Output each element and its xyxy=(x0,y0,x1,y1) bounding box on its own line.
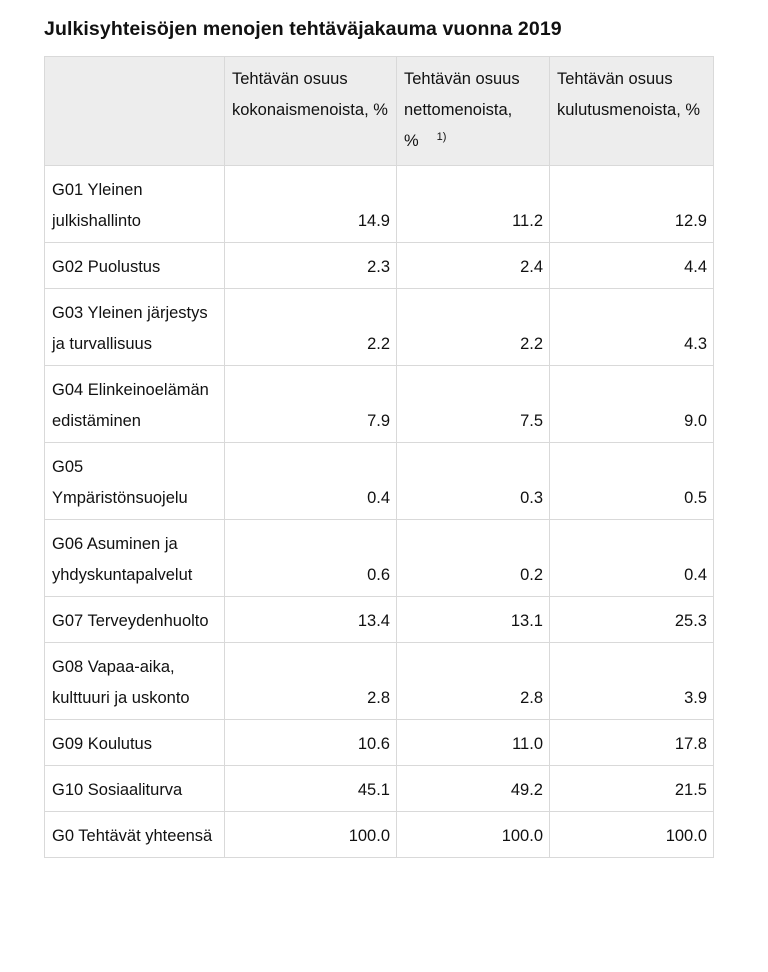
value-cell: 100.0 xyxy=(549,811,714,858)
table-row: G04 Elinkeinoelämän edistäminen 7.9 7.5 9.0 xyxy=(44,365,714,443)
value-cell: 2.8 xyxy=(396,642,550,720)
value-cell: 11.2 xyxy=(396,165,550,243)
value-cell: 11.0 xyxy=(396,719,550,766)
table-row: G0 Tehtävät yhteensä 100.0 100.0 100.0 xyxy=(44,811,714,858)
value-cell: 25.3 xyxy=(549,596,714,643)
value-cell: 7.5 xyxy=(396,365,550,443)
value-cell: 0.2 xyxy=(396,519,550,597)
value-cell: 2.2 xyxy=(396,288,550,366)
row-label: G10 Sosiaaliturva xyxy=(44,765,225,812)
expenditure-table: Tehtävän osuus kokonaismenoista, % Tehtä… xyxy=(44,56,714,858)
table-title: Julkisyhteisöjen menojen tehtäväjakauma … xyxy=(44,18,562,40)
header-label: Tehtävän osuus kokonaismenoista, % xyxy=(232,70,388,119)
value-cell: 0.3 xyxy=(396,442,550,520)
table-row: G07 Terveydenhuolto 13.4 13.1 25.3 xyxy=(44,596,714,643)
row-label: G04 Elinkeinoelämän edistäminen xyxy=(44,365,225,443)
header-label: Tehtävän osuus kulutusmenoista, % xyxy=(557,70,701,119)
value-cell: 100.0 xyxy=(224,811,397,858)
value-cell: 0.4 xyxy=(549,519,714,597)
row-label: G03 Yleinen järjestys ja turvallisuus xyxy=(44,288,225,366)
header-cell-empty xyxy=(44,56,225,166)
value-cell: 7.9 xyxy=(224,365,397,443)
value-cell: 2.4 xyxy=(396,242,550,289)
value-cell: 4.3 xyxy=(549,288,714,366)
row-label: G07 Terveydenhuolto xyxy=(44,596,225,643)
value-cell: 21.5 xyxy=(549,765,714,812)
table-row: G08 Vapaa-aika, kulttuuri ja uskonto 2.8 2… xyxy=(44,642,714,720)
value-cell: 2.3 xyxy=(224,242,397,289)
table-row: G02 Puolustus 2.3 2.4 4.4 xyxy=(44,242,714,289)
header-label: Tehtävän osuus nettomenoista, % xyxy=(404,70,520,150)
value-cell: 10.6 xyxy=(224,719,397,766)
value-cell: 13.1 xyxy=(396,596,550,643)
value-cell: 13.4 xyxy=(224,596,397,643)
header-row: Tehtävän osuus kokonaismenoista, % Tehtä… xyxy=(44,56,714,166)
table-row: G03 Yleinen järjestys ja turvallisuus 2.2… xyxy=(44,288,714,366)
value-cell: 100.0 xyxy=(396,811,550,858)
value-cell: 2.2 xyxy=(224,288,397,366)
value-cell: 49.2 xyxy=(396,765,550,812)
row-label: G09 Koulutus xyxy=(44,719,225,766)
value-cell: 3.9 xyxy=(549,642,714,720)
row-label: G01 Yleinen julkishallinto xyxy=(44,165,225,243)
table-row: G06 Asuminen ja yhdyskuntapalvelut 0.6 0.2… xyxy=(44,519,714,597)
table-row: G09 Koulutus 10.6 11.0 17.8 xyxy=(44,719,714,766)
value-cell: 9.0 xyxy=(549,365,714,443)
header-cell-consumption-expenditure: Tehtävän osuus kulutusmenoista, % xyxy=(549,56,714,166)
value-cell: 17.8 xyxy=(549,719,714,766)
value-cell: 0.4 xyxy=(224,442,397,520)
header-cell-total-expenditure: Tehtävän osuus kokonaismenoista, % xyxy=(224,56,397,166)
value-cell: 0.6 xyxy=(224,519,397,597)
table-body: G01 Yleinen julkishallinto 14.9 11.2 12.9 G0… xyxy=(44,165,714,858)
footnote-marker: 1) xyxy=(436,131,447,143)
value-cell: 45.1 xyxy=(224,765,397,812)
row-label: G06 Asuminen ja yhdyskuntapalvelut xyxy=(44,519,225,597)
value-cell: 2.8 xyxy=(224,642,397,720)
value-cell: 4.4 xyxy=(549,242,714,289)
header-cell-net-expenditure: Tehtävän osuus nettomenoista, % 1) xyxy=(396,56,550,166)
row-label: G05 Ympäristönsuojelu xyxy=(44,442,225,520)
row-label: G08 Vapaa-aika, kulttuuri ja uskonto xyxy=(44,642,225,720)
table-row: G10 Sosiaaliturva 45.1 49.2 21.5 xyxy=(44,765,714,812)
table-row: G01 Yleinen julkishallinto 14.9 11.2 12.9 xyxy=(44,165,714,243)
value-cell: 12.9 xyxy=(549,165,714,243)
table-row: G05 Ympäristönsuojelu 0.4 0.3 0.5 xyxy=(44,442,714,520)
row-label: G02 Puolustus xyxy=(44,242,225,289)
value-cell: 14.9 xyxy=(224,165,397,243)
value-cell: 0.5 xyxy=(549,442,714,520)
row-label: G0 Tehtävät yhteensä xyxy=(44,811,225,858)
